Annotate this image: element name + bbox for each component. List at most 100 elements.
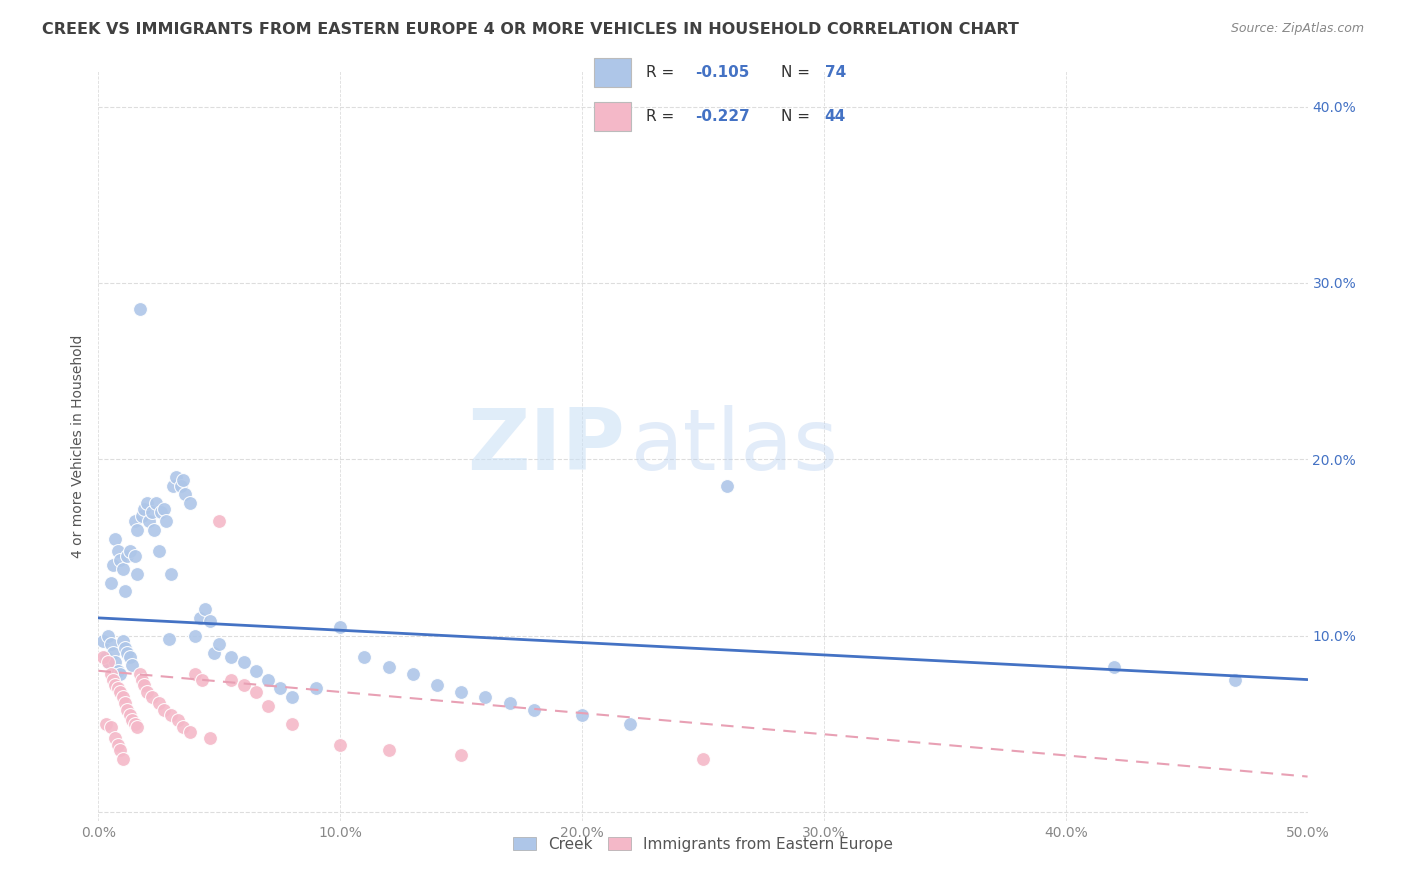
- Point: [108, 685, 131, 699]
- Point: [101, 646, 124, 660]
- Point: [162, 478, 184, 492]
- Point: [157, 632, 180, 646]
- Point: [111, 752, 134, 766]
- Point: [160, 707, 183, 722]
- Point: [100, 720, 122, 734]
- Point: [281, 716, 304, 731]
- Point: [117, 646, 139, 660]
- Point: [108, 743, 131, 757]
- Point: [114, 640, 136, 655]
- Point: [134, 501, 156, 516]
- FancyBboxPatch shape: [595, 58, 631, 87]
- Point: [221, 649, 243, 664]
- Point: [104, 731, 127, 745]
- Point: [107, 664, 129, 678]
- Point: [167, 713, 190, 727]
- Point: [127, 523, 149, 537]
- Point: [179, 725, 201, 739]
- Point: [104, 655, 127, 669]
- Text: R =: R =: [645, 109, 679, 124]
- Point: [256, 673, 278, 687]
- Point: [221, 673, 243, 687]
- Point: [194, 602, 217, 616]
- Point: [1223, 673, 1246, 687]
- Point: [474, 690, 496, 705]
- Point: [128, 302, 150, 317]
- Text: CREEK VS IMMIGRANTS FROM EASTERN EUROPE 4 OR MORE VEHICLES IN HOUSEHOLD CORRELAT: CREEK VS IMMIGRANTS FROM EASTERN EUROPE …: [42, 22, 1019, 37]
- Point: [426, 678, 449, 692]
- Point: [160, 566, 183, 581]
- Point: [152, 501, 174, 516]
- Legend: Creek, Immigrants from Eastern Europe: Creek, Immigrants from Eastern Europe: [506, 830, 900, 858]
- Point: [188, 611, 211, 625]
- Point: [97, 628, 120, 642]
- Point: [108, 552, 131, 566]
- Point: [107, 544, 129, 558]
- Point: [208, 637, 231, 651]
- Point: [523, 702, 546, 716]
- Point: [114, 584, 136, 599]
- Point: [127, 720, 149, 734]
- Point: [256, 699, 278, 714]
- Point: [91, 649, 114, 664]
- Point: [204, 646, 226, 660]
- Point: [134, 678, 156, 692]
- Point: [450, 685, 472, 699]
- Point: [108, 667, 131, 681]
- Text: R =: R =: [645, 65, 679, 80]
- Point: [114, 696, 136, 710]
- Point: [97, 655, 120, 669]
- Point: [619, 716, 641, 731]
- Point: [91, 633, 114, 648]
- Point: [152, 702, 174, 716]
- Point: [118, 707, 141, 722]
- Point: [118, 649, 141, 664]
- Point: [94, 716, 117, 731]
- Point: [692, 752, 714, 766]
- Point: [143, 523, 166, 537]
- Point: [141, 505, 163, 519]
- Point: [305, 681, 328, 696]
- Point: [94, 649, 117, 664]
- Text: -0.227: -0.227: [695, 109, 749, 124]
- Point: [141, 690, 163, 705]
- Point: [155, 514, 177, 528]
- Point: [131, 673, 153, 687]
- Point: [118, 544, 141, 558]
- Point: [148, 544, 170, 558]
- Point: [377, 660, 399, 674]
- Point: [111, 690, 134, 705]
- Point: [124, 549, 146, 564]
- Point: [184, 628, 207, 642]
- Point: [198, 615, 221, 629]
- Point: [377, 743, 399, 757]
- Point: [107, 681, 129, 696]
- Point: [281, 690, 304, 705]
- Text: -0.105: -0.105: [695, 65, 749, 80]
- Point: [135, 496, 157, 510]
- Point: [179, 496, 201, 510]
- Point: [150, 505, 173, 519]
- Point: [329, 620, 352, 634]
- Point: [232, 678, 254, 692]
- Point: [124, 716, 146, 731]
- Point: [498, 696, 520, 710]
- Point: [111, 561, 134, 575]
- Point: [100, 575, 122, 590]
- Point: [100, 667, 122, 681]
- Point: [104, 532, 127, 546]
- Point: [184, 667, 207, 681]
- Point: [128, 667, 150, 681]
- Point: [269, 681, 291, 696]
- Point: [100, 637, 122, 651]
- Text: N =: N =: [780, 65, 814, 80]
- Point: [245, 685, 267, 699]
- Text: ZIP: ZIP: [467, 404, 624, 488]
- Point: [1102, 660, 1125, 674]
- Point: [121, 713, 143, 727]
- Point: [121, 658, 143, 673]
- Point: [402, 667, 425, 681]
- Point: [172, 474, 194, 488]
- Point: [117, 549, 139, 564]
- Point: [101, 558, 124, 572]
